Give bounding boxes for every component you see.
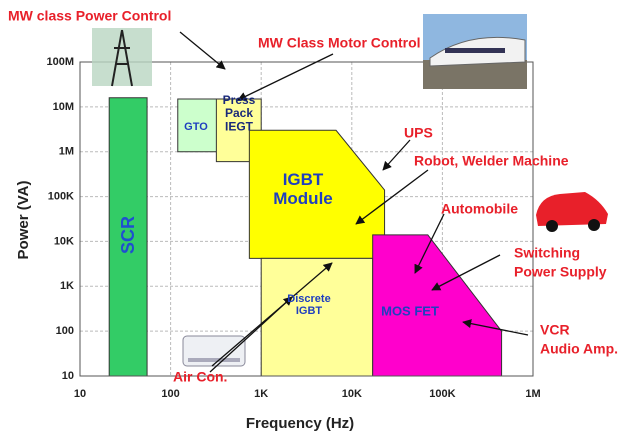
x-tick-label: 10 [74,388,86,400]
y-tick-label: 10 [62,370,74,382]
car-picture [536,192,608,232]
region-label: IGBT [283,170,324,189]
regions [108,97,503,377]
y-tick-label: 1K [60,280,74,292]
labels: 10 100 1K 10K 100K 1M 10 100 1K 10K 100K 1M 10M 100M S… [8,8,618,400]
x-tick-label: 1K [254,388,268,400]
y-tick-label: 100 [56,325,74,337]
x-tick-label: 1M [525,388,540,400]
annotation: Air Con. [173,369,227,385]
region-label: Press [223,93,256,107]
annotation: Power Supply [514,264,607,280]
arrows [179,31,529,373]
region-label: SCR [118,216,138,254]
plot-frame [79,61,534,377]
region-label: GTO [184,121,208,133]
region-label: MOS FET [381,303,439,318]
x-tick-label: 100 [161,388,179,400]
annotation: MW class Power Control [8,8,171,24]
region-label: IEGT [225,119,254,133]
region-label: IGBT [296,305,323,317]
y-tick-label: 100K [48,190,74,202]
aircon-picture [182,335,246,367]
annotation: Audio Amp. [540,341,618,357]
annotation: Switching [514,245,580,261]
y-tick-label: 10K [54,235,74,247]
x-axis-label: Frequency (Hz) [246,415,354,432]
y-tick-label: 1M [59,146,74,158]
annotation: UPS [404,125,433,141]
annotation: MW Class Motor Control [258,35,421,51]
y-tick-label: 100M [46,56,74,68]
x-tick-label: 10K [342,388,362,400]
annotation: Automobile [441,201,518,217]
x-tick-label: 100K [429,388,455,400]
annotation: Robot, Welder Machine [414,153,569,169]
y-axis-label: Power (VA) [15,181,32,260]
annotation: VCR [540,322,570,338]
train-picture [423,14,527,89]
region-label: Discrete [287,293,330,305]
region-label: Module [273,189,333,208]
region-label: Pack [225,106,253,120]
y-tick-label: 10M [53,101,74,113]
tower-picture [92,28,152,87]
